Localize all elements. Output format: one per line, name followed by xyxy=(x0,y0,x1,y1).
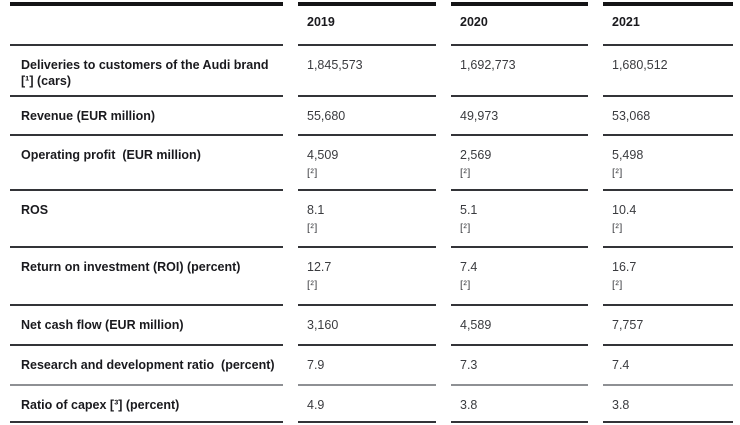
metric-value: 4.9 xyxy=(307,398,325,413)
metric-value: 8.1 xyxy=(307,203,325,218)
financial-kpi-table: 2019 2020 2021 Deliveries to customers o… xyxy=(10,2,733,424)
metric-value: 3.8 xyxy=(612,398,630,413)
value-cell: 12.7 [²] xyxy=(298,248,436,307)
footnote-marker: [²] xyxy=(460,166,471,179)
footnote-marker: [²] xyxy=(460,221,471,234)
footnote-marker: [²] xyxy=(307,278,318,291)
metric-value: 7.4 xyxy=(612,358,630,373)
row-label-capex-ratio: Ratio of capex [³] (percent) xyxy=(10,386,283,424)
metric-value: 4,509 xyxy=(307,148,339,163)
metric-value: 4,589 xyxy=(460,318,492,333)
header-corner-cell xyxy=(10,2,283,46)
metric-value: 55,680 xyxy=(307,109,346,124)
value-cell: 8.1 [²] xyxy=(298,191,436,249)
row-label-deliveries: Deliveries to customers of the Audi bran… xyxy=(10,46,283,98)
footnote-marker: [²] xyxy=(307,166,318,179)
metric-value: 1,680,512 xyxy=(612,58,668,72)
value-cell: 3.8 xyxy=(603,386,733,424)
metric-value: 5,498 xyxy=(612,148,644,163)
row-label-roi: Return on investment (ROI) (percent) xyxy=(10,248,283,307)
year-header-2021: 2021 xyxy=(603,2,733,46)
value-cell: 7.4 [²] xyxy=(451,248,588,307)
metric-value: 1,845,573 xyxy=(307,58,363,72)
value-cell: 10.4 [²] xyxy=(603,191,733,249)
year-header-2020: 2020 xyxy=(451,2,588,46)
year-header-2019: 2019 xyxy=(298,2,436,46)
value-cell: 4,589 xyxy=(451,306,588,347)
value-cell: 49,973 xyxy=(451,97,588,137)
row-label-rnd-ratio: Research and development ratio (percent) xyxy=(10,346,283,387)
value-cell: 1,845,573 xyxy=(298,46,436,98)
value-cell: 16.7 [²] xyxy=(603,248,733,307)
metric-value: 10.4 xyxy=(612,203,637,218)
footnote-marker: [²] xyxy=(612,221,623,234)
metric-value: 3,160 xyxy=(307,318,339,333)
value-cell: 53,068 xyxy=(603,97,733,137)
footnote-marker: [²] xyxy=(307,221,318,234)
value-cell: 4,509 [²] xyxy=(298,136,436,192)
value-cell: 7.4 xyxy=(603,346,733,387)
row-label-operating-profit: Operating profit (EUR million) xyxy=(10,136,283,192)
value-cell: 3.8 xyxy=(451,386,588,424)
metric-value: 3.8 xyxy=(460,398,478,413)
metric-value: 16.7 xyxy=(612,260,637,275)
row-label-net-cash-flow: Net cash flow (EUR million) xyxy=(10,306,283,347)
value-cell: 5.1 [²] xyxy=(451,191,588,249)
value-cell: 55,680 xyxy=(298,97,436,137)
value-cell: 7.3 xyxy=(451,346,588,387)
row-label-revenue: Revenue (EUR million) xyxy=(10,97,283,137)
metric-value: 53,068 xyxy=(612,109,651,124)
metric-value: 7.9 xyxy=(307,358,325,373)
metric-value: 12.7 xyxy=(307,260,332,275)
value-cell: 2,569 [²] xyxy=(451,136,588,192)
value-cell: 5,498 [²] xyxy=(603,136,733,192)
value-cell: 4.9 xyxy=(298,386,436,424)
row-label-ros: ROS xyxy=(10,191,283,249)
metric-value: 5.1 xyxy=(460,203,478,218)
metric-value: 49,973 xyxy=(460,109,499,124)
footnote-marker: [²] xyxy=(612,166,623,179)
metric-value: 7.4 xyxy=(460,260,478,275)
value-cell: 1,680,512 xyxy=(603,46,733,98)
footnote-marker: [²] xyxy=(612,278,623,291)
value-cell: 1,692,773 xyxy=(451,46,588,98)
metric-value: 2,569 xyxy=(460,148,492,163)
metric-value: 1,692,773 xyxy=(460,58,516,72)
value-cell: 7.9 xyxy=(298,346,436,387)
footnote-marker: [²] xyxy=(460,278,471,291)
metric-value: 7.3 xyxy=(460,358,478,373)
value-cell: 7,757 xyxy=(603,306,733,347)
metric-value: 7,757 xyxy=(612,318,644,333)
value-cell: 3,160 xyxy=(298,306,436,347)
